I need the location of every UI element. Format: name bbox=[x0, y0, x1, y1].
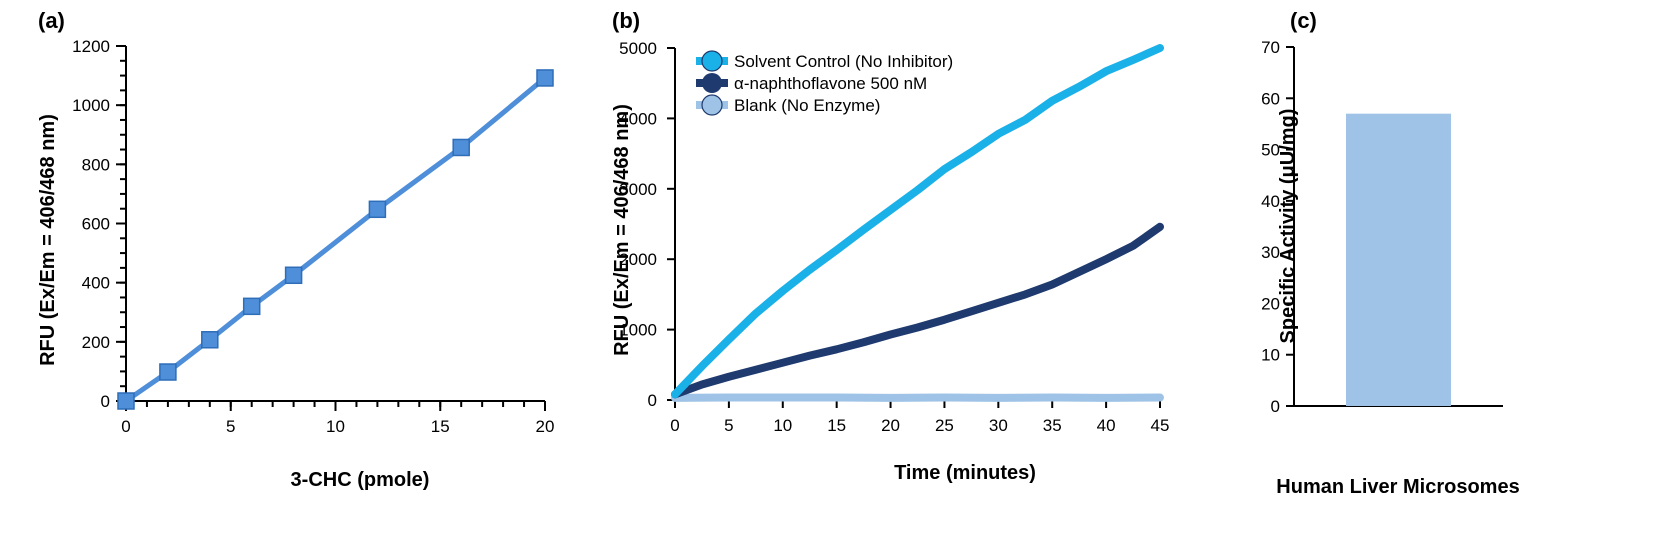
chart-b-y-tick-label: 1000 bbox=[619, 321, 657, 340]
chart-a-data-point bbox=[242, 297, 261, 316]
chart-a: 0 200 400 600 800 1000 1200 0 5 10 15 20 3-CHC (pmo… bbox=[37, 37, 554, 491]
chart-c-y-tick-label: 50 bbox=[1261, 141, 1280, 160]
chart-b-legend-marker bbox=[702, 73, 722, 93]
chart-a-data-point bbox=[159, 363, 177, 381]
chart-b-x-tick-label: 15 bbox=[827, 416, 846, 435]
chart-b-x-tick-label: 20 bbox=[881, 416, 900, 435]
chart-b-x-axis-title: Time (minutes) bbox=[894, 462, 1036, 484]
chart-a-y-tick-label: 1200 bbox=[72, 37, 110, 56]
chart-c-bar bbox=[1346, 113, 1451, 407]
chart-b-x-tick-label: 45 bbox=[1151, 416, 1170, 435]
chart-b-y-axis-title: RFU (Ex/Em = 406/468 nm) bbox=[611, 104, 633, 356]
chart-c-y-tick-label: 60 bbox=[1261, 89, 1280, 108]
chart-c-y-tick-label: 20 bbox=[1261, 294, 1280, 313]
chart-b-legend-marker bbox=[701, 50, 723, 72]
chart-b-legend: Solvent Control (No Inhibitor) α-naphthof… bbox=[696, 50, 953, 116]
chart-a-series-line bbox=[124, 76, 547, 404]
chart-a-data-point bbox=[284, 266, 303, 285]
chart-a-y-axis-title: RFU (Ex/Em = 406/468 nm) bbox=[37, 114, 59, 366]
chart-b-y-tick-label: 4000 bbox=[619, 109, 657, 128]
chart-a-data-point bbox=[201, 331, 219, 349]
chart-a-data-point bbox=[536, 69, 554, 87]
chart-b-x-tick-label: 30 bbox=[989, 416, 1008, 435]
chart-c-marks bbox=[1346, 113, 1451, 407]
panel-label-b: (b) bbox=[612, 8, 640, 33]
chart-b-x-tick-label: 35 bbox=[1043, 416, 1062, 435]
chart-c-y-tick-label: 70 bbox=[1261, 38, 1280, 57]
chart-c-ticks: 0 10 20 30 40 50 60 70 Human Liver Microsomes bbox=[1261, 38, 1520, 498]
chart-c-y-tick-label: 10 bbox=[1261, 346, 1280, 365]
chart-b-x-tick-label: 5 bbox=[724, 416, 733, 435]
chart-b-marks bbox=[671, 44, 1164, 402]
chart-a-data-point bbox=[452, 138, 470, 157]
chart-a-y-tick-label: 800 bbox=[82, 155, 110, 174]
chart-b-legend-label: Blank (No Enzyme) bbox=[734, 96, 880, 115]
chart-a-y-tick-label: 200 bbox=[82, 333, 110, 352]
chart-b-legend-label: Solvent Control (No Inhibitor) bbox=[734, 52, 953, 71]
chart-b-ticks: 0 1000 2000 3000 4000 5000 0 5 10 15 20 25 30 35 40 45 bbox=[619, 39, 1169, 435]
chart-c-y-tick-label: 0 bbox=[1271, 397, 1280, 416]
chart-b-x-tick-label: 25 bbox=[935, 416, 954, 435]
chart-a-y-tick-label: 400 bbox=[82, 274, 110, 293]
chart-b-x-tick-label: 40 bbox=[1097, 416, 1116, 435]
chart-c-y-axis-title: Specific Activity (μU/mg) bbox=[1277, 109, 1299, 344]
chart-a-data-point bbox=[117, 392, 135, 410]
chart-b-y-tick-label: 2000 bbox=[619, 250, 657, 269]
chart-a-x-tick-label: 5 bbox=[226, 417, 235, 436]
chart-b-legend-marker bbox=[701, 94, 723, 116]
chart-a-y-tick-label: 600 bbox=[82, 215, 110, 234]
chart-b-y-tick-label: 5000 bbox=[619, 39, 657, 58]
chart-b-series-line bbox=[671, 222, 1164, 399]
chart-a-marks bbox=[117, 69, 554, 410]
chart-c-y-tick-label: 40 bbox=[1261, 192, 1280, 211]
chart-b-series-line bbox=[671, 44, 1164, 399]
chart-a-y-tick-label: 0 bbox=[101, 392, 110, 411]
chart-b-x-tick-label: 0 bbox=[670, 416, 679, 435]
panel-label-a: (a) bbox=[38, 8, 65, 33]
chart-c-y-tick-label: 30 bbox=[1261, 243, 1280, 262]
chart-a-x-tick-label: 15 bbox=[431, 417, 450, 436]
chart-c-category-label: Human Liver Microsomes bbox=[1276, 476, 1519, 498]
chart-b-legend-label: α-naphthoflavone 500 nM bbox=[734, 74, 927, 93]
chart-b-y-tick-label: 0 bbox=[648, 391, 657, 410]
chart-a-x-tick-label: 20 bbox=[536, 417, 555, 436]
chart-a-x-axis-title: 3-CHC (pmole) bbox=[291, 469, 430, 491]
chart-a-x-tick-label: 10 bbox=[326, 417, 345, 436]
chart-a-x-tick-label: 0 bbox=[121, 417, 130, 436]
chart-a-y-tick-label: 1000 bbox=[72, 96, 110, 115]
chart-c: 0 10 20 30 40 50 60 70 Human Liver Microsomes Sp… bbox=[1261, 38, 1520, 498]
chart-b-x-tick-label: 10 bbox=[773, 416, 792, 435]
chart-a-ticks: 0 200 400 600 800 1000 1200 0 5 10 15 20 bbox=[72, 37, 554, 436]
chart-a-data-point bbox=[368, 200, 387, 219]
chart-b-y-tick-label: 3000 bbox=[619, 180, 657, 199]
panel-label-c: (c) bbox=[1290, 8, 1317, 33]
